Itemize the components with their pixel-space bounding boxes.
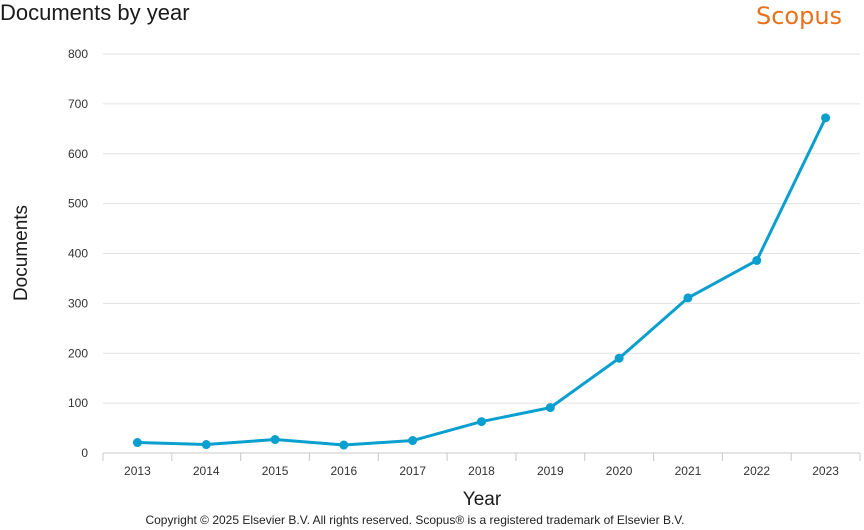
y-tick-label-600: 600 xyxy=(68,147,88,161)
data-point-2013 xyxy=(132,438,142,448)
x-axis-ticks: 2013 2014 2015 2016 2017 2018 2019 2020 2021 2022… xyxy=(124,464,839,478)
gridlines xyxy=(103,53,860,404)
y-tick-label-200: 200 xyxy=(68,346,88,360)
data-point-2016 xyxy=(339,440,349,450)
x-tick-label-2017: 2017 xyxy=(399,464,426,478)
x-axis xyxy=(102,452,861,461)
x-tick-label-2015: 2015 xyxy=(262,464,289,478)
scopus-logo: Scopus xyxy=(756,2,843,30)
data-point-2023 xyxy=(821,113,831,123)
x-tick-label-2019: 2019 xyxy=(537,464,564,478)
y-tick-label-700: 700 xyxy=(68,97,88,111)
y-tick-label-0: 0 xyxy=(81,446,88,460)
data-point-2018 xyxy=(477,417,486,427)
x-tick-label-2018: 2018 xyxy=(468,464,495,478)
data-point-2021 xyxy=(683,293,693,303)
chart-title: Documents by year xyxy=(0,0,190,25)
x-tick-label-2022: 2022 xyxy=(743,464,770,478)
data-point-2017 xyxy=(408,436,418,446)
series-documents xyxy=(132,113,831,450)
data-point-2022 xyxy=(752,255,762,265)
data-point-2019 xyxy=(545,403,555,413)
y-tick-label-500: 500 xyxy=(68,197,88,211)
series-line xyxy=(135,116,828,447)
y-tick-label-300: 300 xyxy=(68,296,88,310)
x-tick-label-2021: 2021 xyxy=(675,464,702,478)
x-axis-label: Year xyxy=(463,489,502,510)
data-point-2015 xyxy=(270,435,280,445)
y-axis-label: Documents xyxy=(11,205,32,301)
data-point-2014 xyxy=(201,440,211,450)
y-tick-label-400: 400 xyxy=(68,247,88,261)
x-tick-label-2016: 2016 xyxy=(331,464,358,478)
data-point-2020 xyxy=(614,353,624,363)
y-tick-label-800: 800 xyxy=(68,47,88,61)
x-tick-label-2020: 2020 xyxy=(606,464,633,478)
copyright-notice: Copyright © 2025 Elsevier B.V. All right… xyxy=(145,513,685,527)
x-tick-label-2014: 2014 xyxy=(193,464,220,478)
y-tick-label-100: 100 xyxy=(68,396,88,410)
x-tick-label-2023: 2023 xyxy=(812,464,839,478)
y-axis-ticks: 0 100 200 300 400 500 600 700 800 xyxy=(68,47,88,460)
x-tick-label-2013: 2013 xyxy=(124,464,151,478)
